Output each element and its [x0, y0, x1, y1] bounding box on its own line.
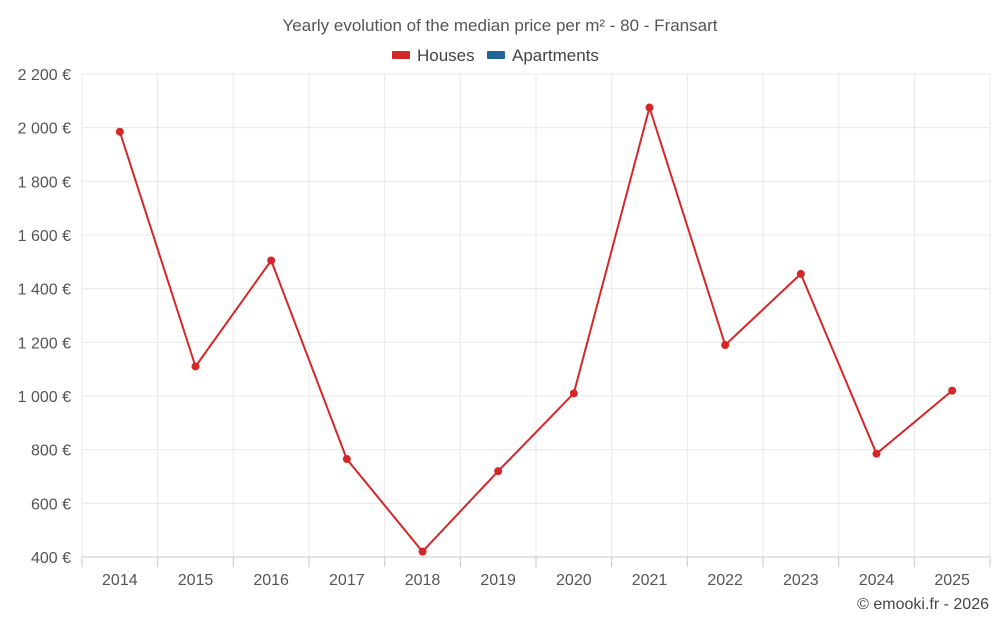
y-tick-label: 2 200 € [18, 67, 71, 84]
x-tick-label: 2025 [934, 572, 970, 589]
x-tick-label: 2017 [329, 572, 365, 589]
grid [81, 73, 991, 557]
data-point-houses-2021[interactable] [645, 103, 654, 112]
x-tick-label: 2019 [480, 572, 516, 589]
legend-label-houses[interactable]: Houses [417, 46, 475, 65]
x-tick-label: 2020 [556, 572, 592, 589]
x-tick-label: 2014 [102, 572, 138, 589]
data-point-houses-2016[interactable] [267, 256, 276, 265]
x-tick-label: 2023 [783, 572, 819, 589]
chart-title: Yearly evolution of the median price per… [283, 16, 718, 35]
y-tick-label: 1 400 € [18, 282, 71, 299]
y-tick-label: 1 800 € [18, 174, 71, 191]
y-tick-label: 400 € [31, 550, 71, 567]
data-point-houses-2023[interactable] [796, 269, 805, 278]
y-axis: 400 € 600 € 800 € 1 000 € 1 200 € 1 400 € 1 60… [18, 67, 71, 567]
data-point-houses-2019[interactable] [494, 467, 503, 476]
y-tick-label: 2 000 € [18, 121, 71, 138]
data-point-houses-2015[interactable] [191, 362, 200, 371]
x-tick-label: 2021 [632, 572, 668, 589]
x-tick-label: 2022 [707, 572, 743, 589]
series-line-houses [118, 106, 953, 553]
data-point-houses-2014[interactable] [115, 127, 124, 136]
legend-swatch-apartments [487, 51, 505, 59]
series-layer [115, 103, 957, 556]
y-tick-label: 1 600 € [18, 228, 71, 245]
y-tick-label: 1 000 € [18, 389, 71, 406]
x-tick-label: 2018 [405, 572, 441, 589]
data-point-houses-2017[interactable] [342, 455, 351, 464]
legend: Houses Apartments [392, 46, 599, 65]
y-tick-label: 1 200 € [18, 335, 71, 352]
x-tick-label: 2016 [253, 572, 289, 589]
data-point-houses-2022[interactable] [721, 341, 730, 350]
x-tick-label: 2024 [859, 572, 895, 589]
y-tick-label: 800 € [31, 443, 71, 460]
credit-text: © emooki.fr - 2026 [857, 596, 989, 613]
data-point-houses-2020[interactable] [569, 389, 578, 398]
data-point-houses-2024[interactable] [872, 449, 881, 458]
data-point-houses-2025[interactable] [948, 386, 957, 395]
legend-label-apartments[interactable]: Apartments [512, 46, 599, 65]
data-point-houses-2018[interactable] [418, 547, 427, 556]
y-tick-label: 600 € [31, 496, 71, 513]
legend-swatch-houses [392, 51, 410, 59]
x-tick-label: 2015 [178, 572, 214, 589]
x-axis: 2014 2015 2016 2017 2018 2019 2020 2021 2022 2023… [81, 556, 991, 589]
